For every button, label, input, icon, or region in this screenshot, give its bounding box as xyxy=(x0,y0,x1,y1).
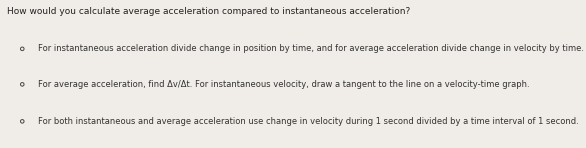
Text: For average acceleration, find Δv/Δt. For instantaneous velocity, draw a tangent: For average acceleration, find Δv/Δt. Fo… xyxy=(38,80,530,89)
Text: For both instantaneous and average acceleration use change in velocity during 1 : For both instantaneous and average accel… xyxy=(38,117,579,126)
Text: How would you calculate average acceleration compared to instantaneous accelerat: How would you calculate average accelera… xyxy=(7,7,410,16)
Text: For instantaneous acceleration divide change in position by time, and for averag: For instantaneous acceleration divide ch… xyxy=(38,44,584,53)
